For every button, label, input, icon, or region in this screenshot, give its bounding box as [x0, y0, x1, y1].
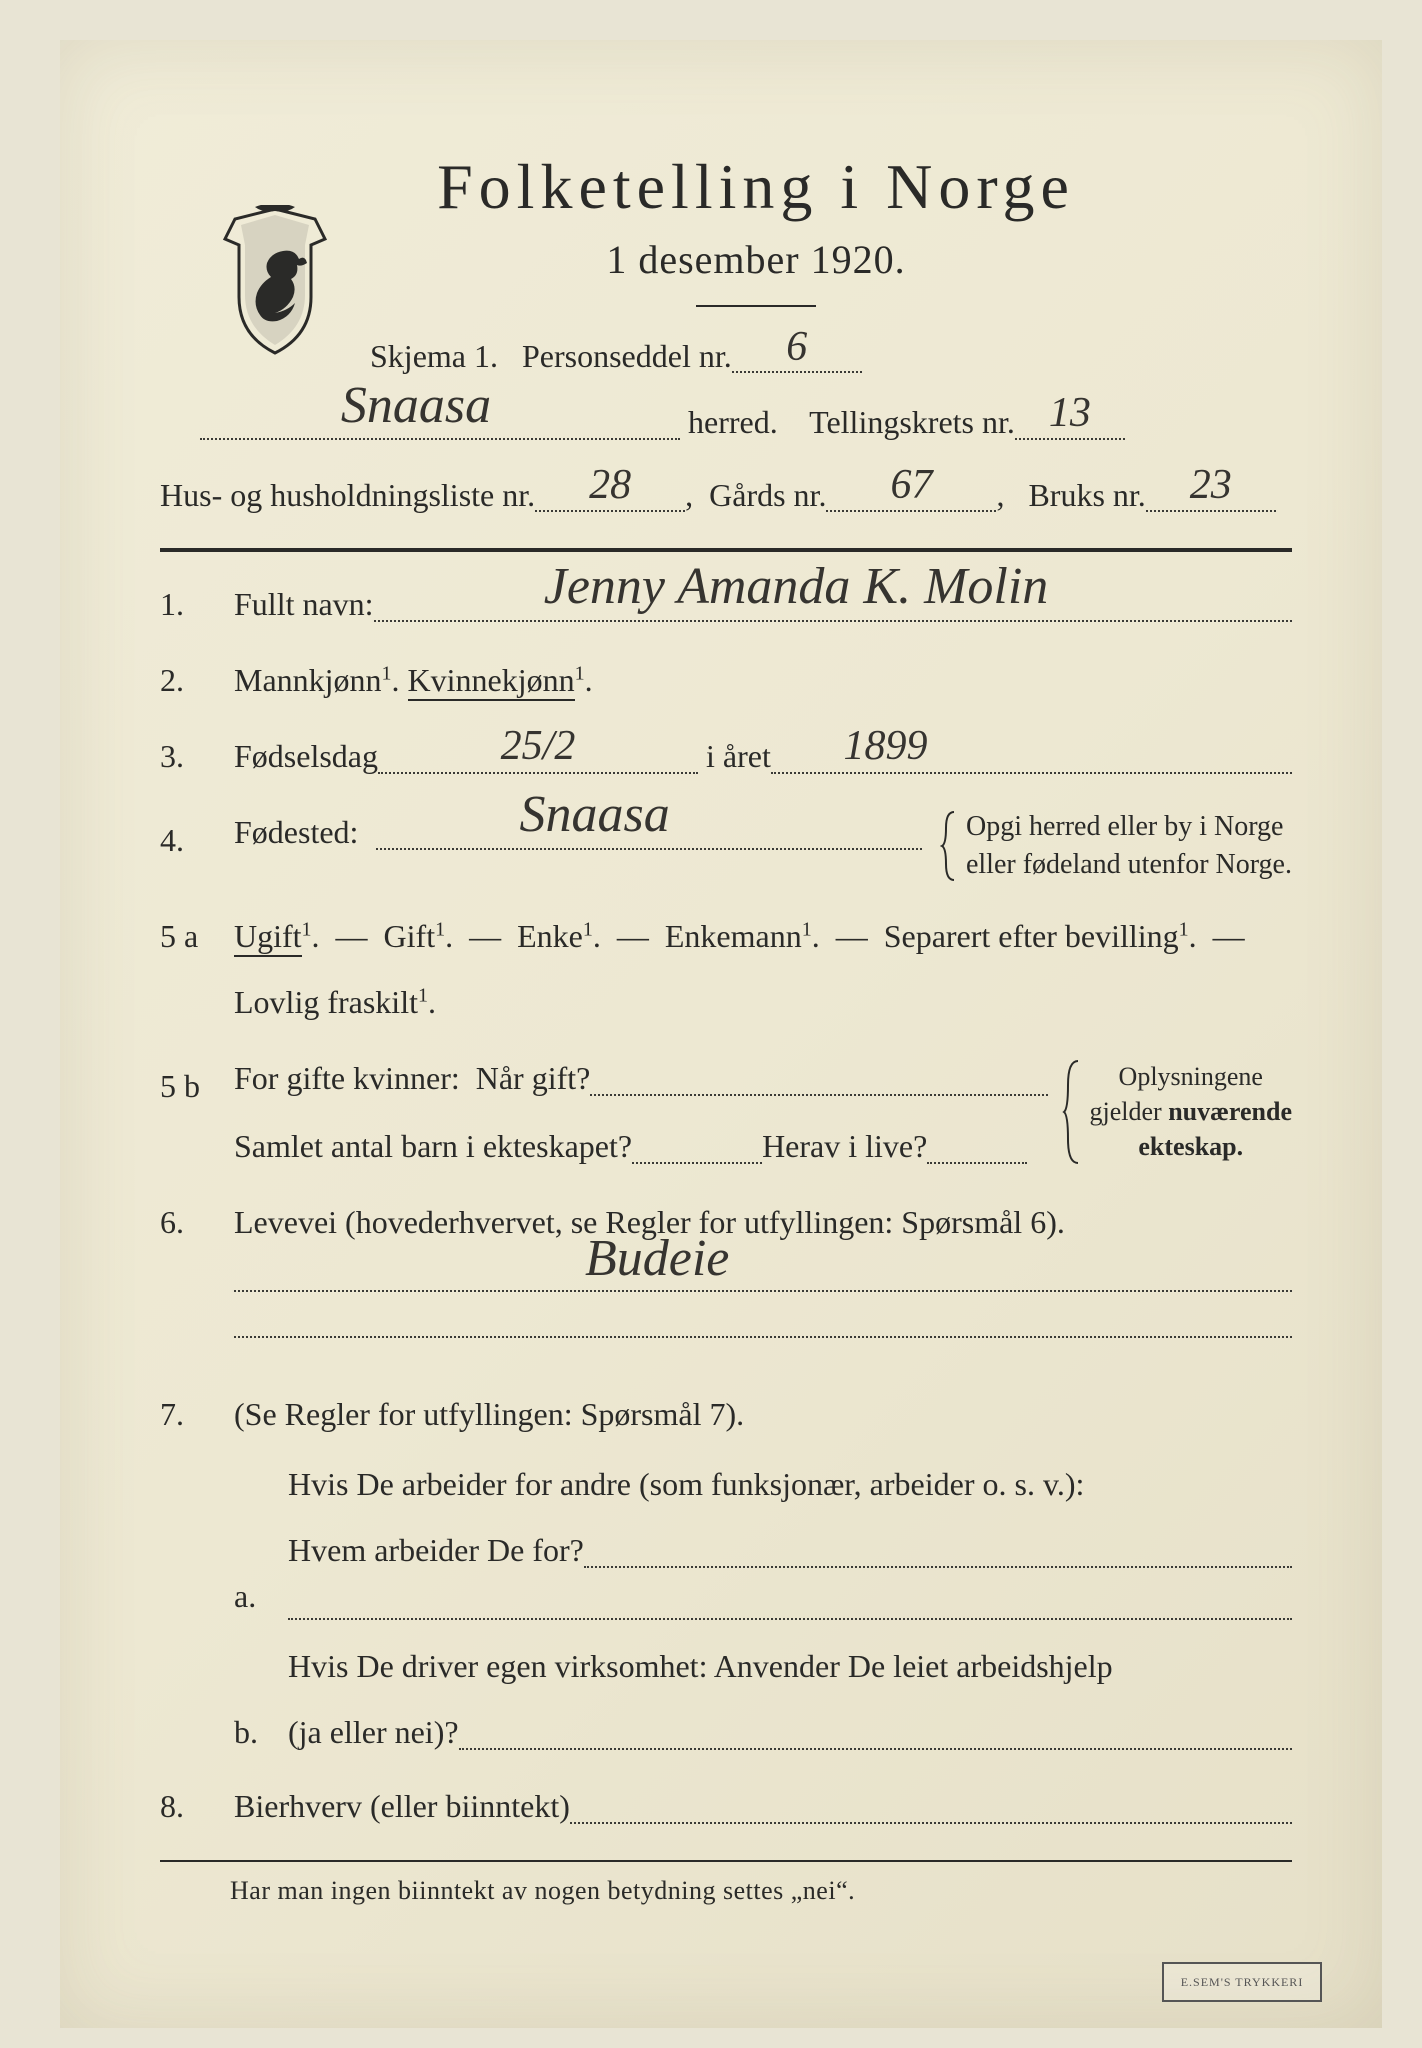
gards-label: , Gårds nr.	[685, 472, 826, 518]
page-subtitle: 1 desember 1920.	[220, 236, 1292, 283]
q4-value: Snaasa	[520, 776, 670, 854]
q3-num: 3.	[160, 732, 234, 780]
q7a-num: a.	[234, 1572, 288, 1620]
q4-num: 4.	[160, 808, 234, 864]
thin-rule-bottom	[160, 1860, 1292, 1862]
title-divider	[696, 305, 816, 307]
q2-female: Kvinnekjønn	[408, 662, 575, 701]
q5a-opt-enke: Enke	[517, 918, 583, 954]
row-herred: Snaasa herred. Tellingskrets nr. 13	[200, 399, 1292, 445]
q2-male: Mannkjønn	[234, 662, 382, 698]
q7-row: 7. (Se Regler for utfyllingen: Spørsmål …	[160, 1390, 1292, 1438]
q1-label: Fullt navn:	[234, 580, 374, 628]
q7b-line2: (ja eller nei)?	[288, 1708, 459, 1756]
q6-value-line: Budeie	[234, 1250, 1292, 1292]
q4-row: 4. Fødested: Snaasa Opgi herred eller by…	[160, 808, 1292, 884]
q6-value: Budeie	[585, 1229, 729, 1288]
footnote: Har man ingen biinntekt av nogen betydni…	[230, 1876, 1292, 1906]
q7a-row: a. Hvis De arbeider for andre (som funks…	[160, 1460, 1292, 1620]
tellingskrets-nr: 13	[1049, 383, 1091, 444]
q5b-brace-note: Oplysningene gjelder nuværende ekteskap.	[1062, 1057, 1292, 1167]
page-title: Folketelling i Norge	[220, 150, 1292, 224]
q7b-row: b. Hvis De driver egen virksomhet: Anven…	[160, 1642, 1292, 1756]
q7a-blank	[288, 1578, 1292, 1620]
q5b-label-b: Samlet antal barn i ekteskapet?	[234, 1122, 632, 1170]
census-form-page: Folketelling i Norge 1 desember 1920. Sk…	[60, 40, 1382, 2028]
q7a-line1: Hvis De arbeider for andre (som funksjon…	[288, 1460, 1292, 1508]
q3-year: 1899	[843, 715, 927, 778]
q6-num: 6.	[160, 1198, 234, 1246]
herred-name: Snaasa	[341, 368, 491, 443]
q7b-num: b.	[234, 1708, 288, 1756]
q3-row: 3. Fødselsdag 25/2 i året 1899	[160, 732, 1292, 780]
q3-day: 25/2	[501, 715, 576, 778]
personseddel-nr: 6	[786, 317, 807, 378]
q8-row: 8. Bierhverv (eller biinntekt)	[160, 1782, 1292, 1830]
q8-num: 8.	[160, 1782, 234, 1830]
q5b-label-c: Herav i live?	[762, 1122, 927, 1170]
q1-num: 1.	[160, 580, 234, 628]
hus-nr: 28	[589, 455, 631, 516]
q5a-lovlig: Lovlig fraskilt	[234, 984, 418, 1020]
q3-label-a: Fødselsdag	[234, 732, 378, 780]
hus-label: Hus- og husholdningsliste nr.	[160, 472, 535, 518]
printer-stamp: E.SEM'S TRYKKERI	[1162, 1962, 1322, 2002]
q5a-row: 5 a Ugift1. — Gift1. — Enke1. — Enkemann…	[160, 912, 1292, 960]
title-block: Folketelling i Norge 1 desember 1920.	[220, 150, 1292, 307]
bruks-nr: 23	[1190, 455, 1232, 516]
q4-side-note: Opgi herred eller by i Norge eller fødel…	[940, 808, 1292, 884]
q2-num: 2.	[160, 656, 234, 704]
q7a-line2: Hvem arbeider De for?	[288, 1526, 584, 1574]
q7b-line1: Hvis De driver egen virksomhet: Anvender…	[288, 1642, 1292, 1690]
herred-label: herred. Tellingskrets nr.	[680, 399, 1015, 445]
bruks-label: , Bruks nr.	[996, 472, 1145, 518]
q5a-opt-enkemann: Enkemann	[665, 918, 802, 954]
q3-label-b: i året	[698, 732, 771, 780]
q5a-opt-gift: Gift	[384, 918, 436, 954]
gards-nr: 67	[890, 455, 932, 516]
q6-blank-line	[234, 1296, 1292, 1338]
q5b-row: 5 b For gifte kvinner: Når gift? Samlet …	[160, 1054, 1292, 1170]
q5a-row2: Lovlig fraskilt1.	[160, 978, 1292, 1026]
q4-label: Fødested:	[234, 808, 358, 856]
q5a-num: 5 a	[160, 912, 234, 960]
q2-row: 2. Mannkjønn1. Kvinnekjønn1.	[160, 656, 1292, 704]
q7-intro: (Se Regler for utfyllingen: Spørsmål 7).	[234, 1396, 744, 1432]
q7-num: 7.	[160, 1390, 234, 1438]
q8-label: Bierhverv (eller biinntekt)	[234, 1782, 570, 1830]
q5b-label-a: For gifte kvinner: Når gift?	[234, 1054, 590, 1102]
q1-value: Jenny Amanda K. Molin	[544, 548, 1049, 626]
q5b-num: 5 b	[160, 1054, 234, 1110]
coat-of-arms-icon	[215, 205, 335, 355]
q5a-opt-separert: Separert efter bevilling	[884, 918, 1179, 954]
row-skjema: Skjema 1. Personseddel nr. 6	[370, 333, 1292, 379]
q1-row: 1. Fullt navn: Jenny Amanda K. Molin	[160, 580, 1292, 628]
q5a-opt-ugift: Ugift	[234, 918, 302, 957]
row-hus: Hus- og husholdningsliste nr. 28 , Gårds…	[160, 472, 1292, 518]
